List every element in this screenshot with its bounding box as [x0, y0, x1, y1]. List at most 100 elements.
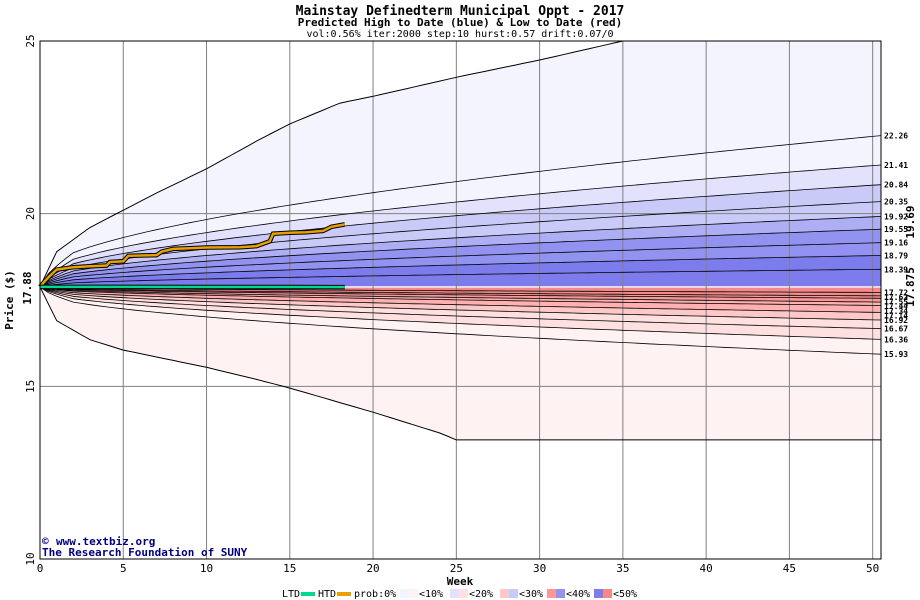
lower-band-0: [40, 286, 881, 440]
ltd-end-label: 17.875: [904, 267, 917, 307]
lower-level-line-3: [39, 286, 882, 321]
chart-subtitle: Predicted High to Date (blue) & Low to D…: [298, 16, 623, 29]
legend-bin-lt40: <40%: [566, 589, 590, 600]
x-tick-label-35: 35: [616, 562, 629, 575]
credit-site: www.textbiz.org: [56, 535, 155, 548]
chart-title: Mainstay Definedterm Municipal Oppt - 20…: [296, 4, 625, 19]
lower-band-6: [40, 286, 881, 306]
x-tick-label-0: 0: [37, 562, 44, 575]
upper-level-line-7: [39, 255, 882, 288]
legend-prob-label: prob:0%: [354, 589, 396, 600]
legend-swatch-half-1: [459, 589, 468, 598]
lower-percentile-label-1: 17.62: [884, 293, 908, 302]
upper-percentile-label-7: 18.79: [884, 251, 908, 260]
lower-percentile-label-9: 15.93: [884, 350, 908, 359]
legend: LTD HTD prob:0% <10% <20% <30% <40% <50%: [282, 589, 637, 600]
lower-level-line-6: [39, 286, 882, 303]
lower-band-8: [40, 286, 881, 299]
upper-level-line-8: [39, 268, 882, 288]
x-tick-label-10: 10: [200, 562, 213, 575]
series-lines: [38, 222, 346, 290]
legend-ltd-label: LTD: [282, 589, 300, 600]
lower-band-4: [40, 286, 881, 320]
lower-level-line-2: [39, 286, 882, 330]
lower-percentile-label-6: 16.92: [884, 316, 908, 325]
lower-percentile-label-7: 16.67: [884, 325, 908, 334]
lower-band-3: [40, 286, 881, 329]
credit: © www.textbiz.org The Research Foundatio…: [42, 535, 248, 559]
chart-params: vol:0.56% iter:2000 step:10 hurst:0.57 d…: [306, 29, 613, 40]
upper-percentile-label-6: 19.16: [884, 239, 908, 248]
lower-band-1: [40, 286, 881, 355]
start-price-label: 17.88: [21, 271, 34, 304]
lower-percentile-label-5: 17.14: [884, 311, 908, 320]
upper-band-6: [40, 229, 881, 287]
copyright-icon: ©: [42, 535, 49, 548]
legend-ltd-swatch: [301, 592, 315, 596]
upper-band-1: [40, 135, 881, 287]
upper-band-core: [40, 269, 881, 287]
x-tick-label-30: 30: [533, 562, 546, 575]
upper-band-2: [40, 165, 881, 287]
lower-percentile-label-0: 17.72: [884, 288, 908, 297]
upper-level-line-4: [39, 216, 882, 288]
lower-band-7: [40, 286, 881, 303]
tick-labels: 0 5 10 15 20 25 30 35 40 45 50 10 15 20 25: [24, 34, 879, 575]
htd-end-label: 19.69: [904, 205, 917, 238]
upper-level-line-5: [39, 228, 882, 288]
y-tick-label-15: 15: [24, 380, 37, 393]
x-tick-label-15: 15: [283, 562, 296, 575]
legend-htd-swatch: [337, 592, 351, 596]
upper-band-3: [40, 184, 881, 287]
upper-percentile-label-5: 19.55: [884, 225, 908, 234]
lower-level-line-7: [39, 286, 882, 299]
upper-band-8: [40, 255, 881, 287]
upper-level-line-2: [39, 184, 882, 288]
lower-envelope-line: [39, 286, 881, 441]
lower-percentile-label-2: 17.55: [884, 298, 908, 307]
x-tick-label-40: 40: [700, 562, 713, 575]
lower-band-2: [40, 286, 881, 340]
legend-bin-lt20: <20%: [469, 589, 493, 600]
upper-percentile-label-2: 20.84: [884, 181, 908, 190]
upper-percentile-label-0: 22.26: [884, 132, 908, 141]
x-tick-label-25: 25: [450, 562, 463, 575]
upper-percentile-label-3: 20.35: [884, 198, 908, 207]
upper-band-4: [40, 201, 881, 287]
legend-swatch-half-2: [509, 589, 518, 598]
x-tick-label-50: 50: [866, 562, 879, 575]
upper-level-line-1: [39, 164, 882, 288]
upper-band-0: [40, 41, 881, 287]
legend-bin-lt10: <10%: [419, 589, 443, 600]
legend-swatch-half-0: [409, 589, 418, 598]
lower-band-5: [40, 286, 881, 313]
upper-percentile-label-1: 21.41: [884, 161, 908, 170]
legend-bin-lt30: <30%: [519, 589, 543, 600]
upper-band-5: [40, 216, 881, 287]
x-axis-label: Week: [447, 575, 474, 588]
legend-htd-label: HTD: [318, 589, 336, 600]
x-tick-label-5: 5: [120, 562, 127, 575]
lower-percentile-label-8: 16.36: [884, 335, 908, 344]
x-tick-label-45: 45: [783, 562, 796, 575]
legend-bin-lt50: <50%: [613, 589, 637, 600]
percentile-lines: [39, 40, 882, 441]
upper-level-line-6: [39, 242, 882, 288]
upper-percentile-label-4: 19.92: [884, 212, 908, 221]
y-tick-label-20: 20: [24, 207, 37, 220]
lower-level-line-1: [39, 286, 882, 340]
lower-level-line-5: [39, 286, 882, 306]
lower-level-line-8: [39, 286, 882, 297]
legend-swatch-half-3: [556, 589, 565, 598]
lower-percentile-label-3: 17.44: [884, 302, 908, 311]
upper-percentile-label-8: 18.39: [884, 265, 908, 274]
y-tick-label-25: 25: [24, 34, 37, 47]
lower-band-9: [40, 286, 881, 296]
lower-level-line-0: [39, 286, 882, 355]
y-tick-label-10: 10: [24, 552, 37, 565]
y-axis-label: Price ($): [3, 270, 16, 330]
credit-org: The Research Foundation of SUNY: [42, 546, 248, 559]
series-line-htd: [39, 223, 346, 288]
upper-level-line-0: [39, 135, 882, 288]
